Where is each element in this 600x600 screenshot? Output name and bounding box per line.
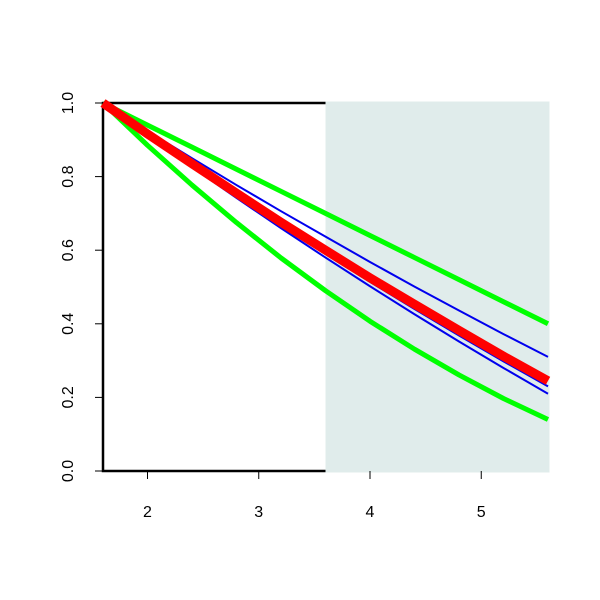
y-tick-label: 0.0: [60, 460, 77, 482]
x-tick-label: 4: [366, 504, 375, 521]
y-tick-label: 0.6: [60, 239, 77, 261]
y-tick-label: 0.2: [60, 386, 77, 408]
y-tick-label: 0.4: [60, 313, 77, 335]
x-tick-label: 2: [143, 504, 152, 521]
series-line: [100, 99, 551, 385]
y-tick-label: 0.8: [60, 165, 77, 187]
series-line: [101, 100, 550, 327]
x-tick-label: 5: [477, 504, 486, 521]
x-tick-label: 3: [254, 504, 263, 521]
highlight-region: [325, 101, 550, 473]
y-tick-label: 1.0: [60, 92, 77, 114]
series-line: [101, 101, 550, 422]
